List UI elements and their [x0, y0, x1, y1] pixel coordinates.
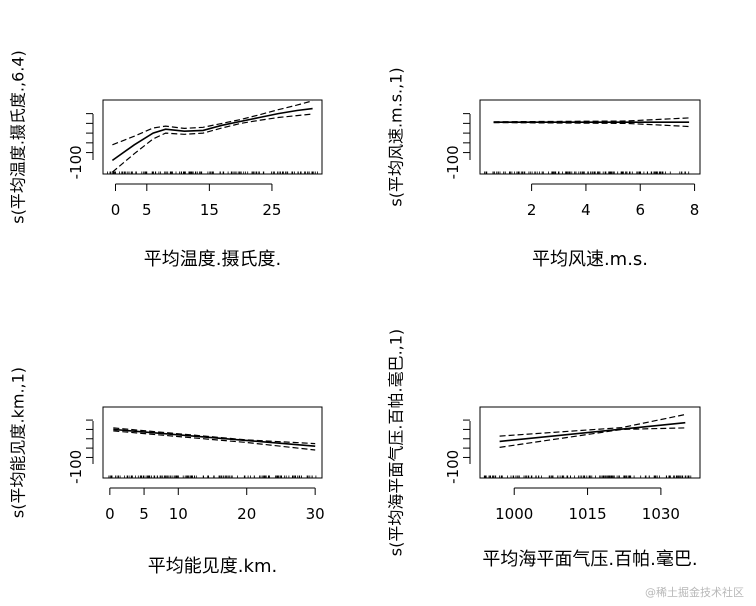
x-axis-label: 平均温度.摄氏度. — [144, 249, 281, 270]
series-fit — [113, 428, 316, 447]
x-tick-label: 0 — [111, 201, 121, 219]
plot-frame — [479, 99, 701, 175]
x-tick-label: 5 — [142, 201, 152, 219]
x-tick-label: 4 — [581, 201, 591, 219]
x-tick-label: 30 — [306, 505, 325, 523]
series-upper — [113, 427, 316, 445]
x-tick-label: 20 — [237, 505, 256, 523]
y-axis-label: s(平均温度.摄氏度.,6.4) — [9, 50, 28, 224]
x-axis-label: 平均海平面气压.百帕.毫巴. — [482, 549, 697, 570]
rug-marks — [108, 475, 317, 478]
x-tick-label: 6 — [635, 201, 645, 219]
panel-1: -100 0 5 15 25 平均温度.摄氏度. s(平均温度.摄氏度.,6.4) — [9, 50, 323, 270]
series-lower — [499, 427, 686, 448]
x-axis-label: 平均风速.m.s. — [532, 249, 648, 270]
rug-marks — [483, 171, 690, 174]
y-axis-label: s(平均风速.m.s.,1) — [387, 67, 406, 206]
rug-marks — [107, 171, 318, 174]
panel-3: -100 0 5 10 20 30 平均能见度.km. s(平均能见度.km.,1) — [9, 367, 325, 577]
x-axis-label: 平均能见度.km. — [148, 556, 277, 577]
x-tick-label: 0 — [105, 505, 115, 523]
plot-frame — [479, 406, 701, 479]
y-tick-label: -100 — [444, 450, 462, 484]
y-tick-label: -100 — [67, 145, 85, 179]
x-tick-label: 25 — [262, 201, 281, 219]
series-fit — [499, 421, 686, 443]
y-tick-label: -100 — [67, 450, 85, 484]
series-lower — [112, 113, 313, 173]
rug-marks — [483, 475, 692, 478]
series-upper — [499, 413, 686, 437]
x-tick-label: 5 — [139, 505, 149, 523]
x-tick-label: 1000 — [495, 505, 533, 523]
series-upper — [493, 117, 690, 123]
panel-4: -100 1000 1015 1030 平均海平面气压.百帕.毫巴. s(平均海平面气压.… — [387, 329, 701, 570]
x-tick-label: 15 — [200, 201, 219, 219]
x-tick-label: 8 — [690, 201, 700, 219]
series-lower — [493, 122, 690, 128]
x-tick-label: 2 — [527, 201, 537, 219]
series-lower — [113, 430, 316, 451]
x-tick-label: 10 — [169, 505, 188, 523]
x-tick-label: 1015 — [568, 505, 606, 523]
panel-2: -100 2 4 6 8 平均风速.m.s. s(平均风速.m.s.,1) — [387, 67, 701, 270]
series-upper — [112, 100, 313, 146]
x-tick-label: 1030 — [642, 505, 680, 523]
plot-frame — [102, 406, 323, 479]
watermark: @稀土掘金技术社区 — [645, 586, 744, 599]
series-fit — [111, 107, 313, 162]
y-axis-label: s(平均能见度.km.,1) — [9, 367, 28, 518]
y-axis-label: s(平均海平面气压.百帕.毫巴.,1) — [387, 329, 406, 556]
y-tick-label: -100 — [444, 145, 462, 179]
